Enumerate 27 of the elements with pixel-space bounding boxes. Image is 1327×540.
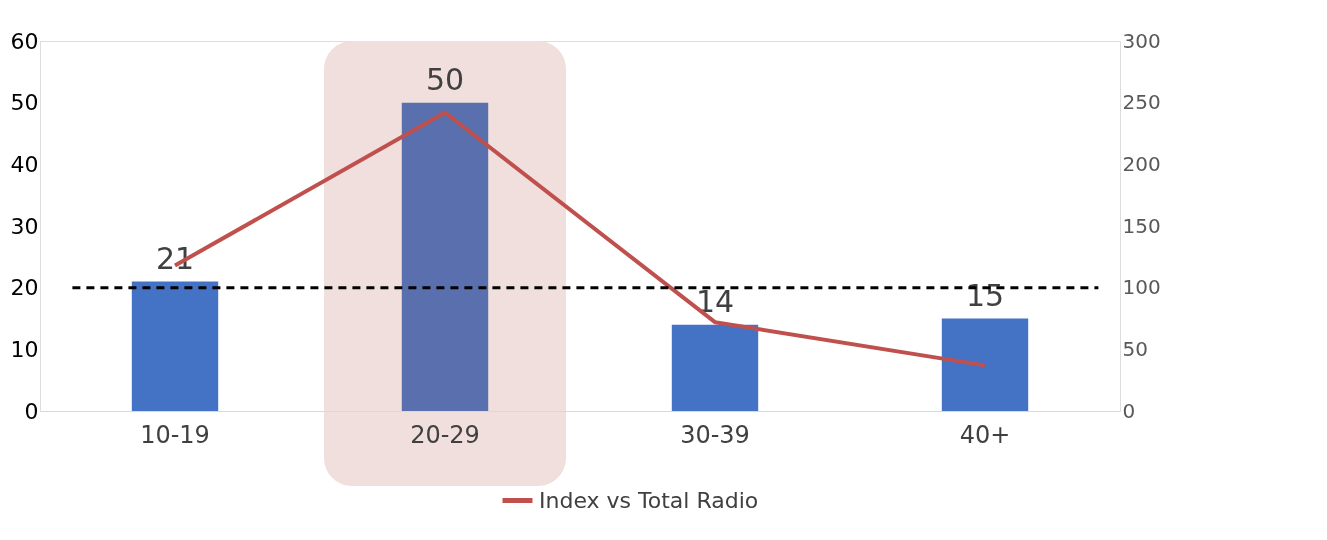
y-tick-label: 60 xyxy=(10,28,39,54)
legend-label: Index vs Total Radio xyxy=(539,487,759,513)
y2-tick-label: 150 xyxy=(1122,213,1161,238)
y-tick-label: 0 xyxy=(24,398,39,424)
y-tick-label: 20 xyxy=(10,275,39,301)
data-label: 50 xyxy=(425,61,465,97)
y2-tick-label: 250 xyxy=(1122,90,1161,115)
y-tick-label: 40 xyxy=(10,151,39,177)
y-tick-label: 10 xyxy=(10,336,39,362)
y-tick-label: 30 xyxy=(10,213,39,239)
y2-tick-label: 200 xyxy=(1122,151,1161,176)
x-tick-label: 40+ xyxy=(959,420,1011,449)
y2-tick-label: 300 xyxy=(1122,28,1161,53)
y-tick-label: 50 xyxy=(10,90,39,116)
data-label: 21 xyxy=(155,240,195,276)
bar xyxy=(131,281,219,411)
y2-tick-label: 0 xyxy=(1122,398,1136,423)
data-label: 15 xyxy=(965,277,1005,313)
bar xyxy=(941,318,1029,411)
x-tick-label: 20-29 xyxy=(410,420,480,449)
x-tick-label: 10-19 xyxy=(140,420,210,449)
data-label: 14 xyxy=(695,283,735,319)
bar xyxy=(401,102,489,411)
y2-tick-label: 100 xyxy=(1122,275,1161,300)
bar xyxy=(671,324,759,411)
x-tick-label: 30-39 xyxy=(680,420,750,449)
y2-tick-label: 50 xyxy=(1122,336,1148,361)
